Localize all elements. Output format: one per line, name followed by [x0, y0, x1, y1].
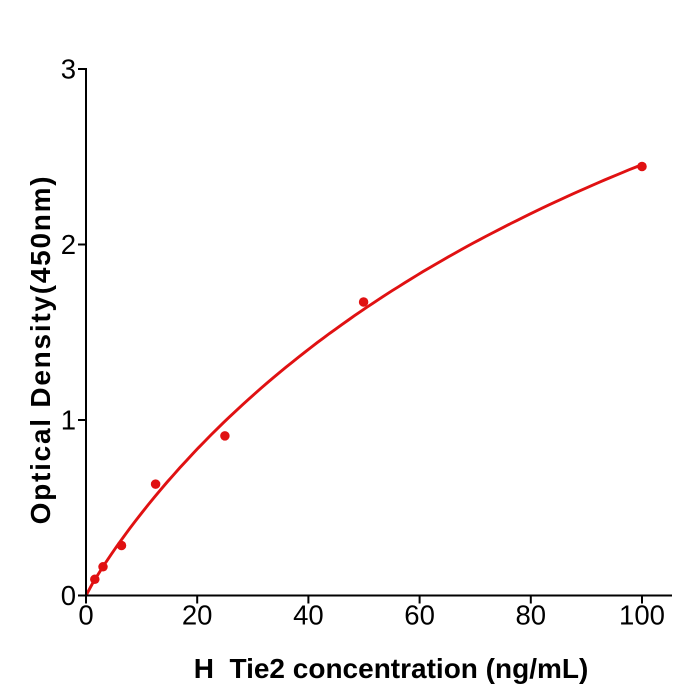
svg-text:0: 0: [78, 600, 93, 631]
svg-text:0: 0: [61, 580, 76, 611]
svg-text:60: 60: [404, 600, 435, 631]
svg-text:80: 80: [516, 600, 547, 631]
svg-text:40: 40: [293, 600, 324, 631]
svg-text:Optical Density(450nm): Optical Density(450nm): [25, 175, 56, 525]
svg-text:H Tie2 concentration (ng/mL): H Tie2 concentration (ng/mL): [194, 653, 589, 684]
svg-text:2: 2: [61, 229, 76, 260]
svg-text:3: 3: [61, 54, 76, 85]
svg-text:100: 100: [619, 600, 665, 631]
svg-text:20: 20: [182, 600, 213, 631]
svg-text:1: 1: [61, 405, 76, 436]
